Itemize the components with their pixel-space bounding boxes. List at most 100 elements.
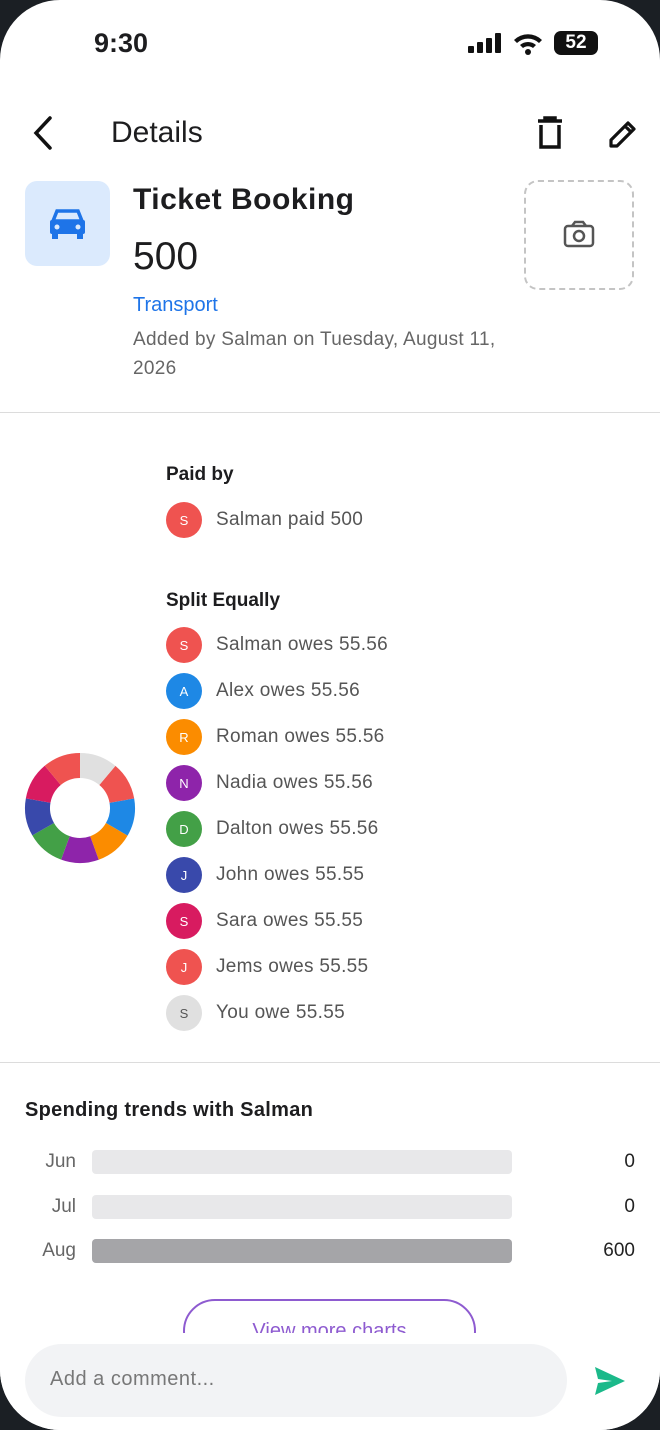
status-time: 9:30 — [94, 28, 149, 58]
row-text: Sara owes 55.55 — [216, 910, 363, 932]
row-text: Dalton owes 55.56 — [216, 818, 379, 840]
bar-track — [92, 1194, 512, 1219]
verb: owes — [268, 956, 314, 977]
month-label: Jul — [51, 1195, 76, 1217]
battery: 52 — [554, 31, 598, 55]
verb: owes — [264, 864, 310, 885]
row-text: You owe 55.55 — [216, 1002, 345, 1024]
donut-segment — [80, 753, 116, 786]
row-text: Nadia owes 55.56 — [216, 772, 373, 794]
verb: owes — [278, 818, 324, 839]
donut-segment — [105, 798, 135, 836]
amount: 55.56 — [323, 772, 373, 793]
donut-segment — [25, 798, 54, 836]
send-button[interactable] — [592, 1364, 628, 1398]
amount: 55.56 — [335, 726, 385, 747]
paid-row: S Salman paid 500 — [166, 502, 363, 538]
divider — [0, 412, 660, 413]
comment-placeholder: Add a comment... — [50, 1368, 215, 1390]
amount: 55.55 — [315, 864, 365, 885]
verb: owes — [272, 772, 319, 793]
avatar: A — [166, 673, 202, 709]
edit-button[interactable] — [606, 117, 640, 151]
photo-button[interactable] — [524, 180, 634, 290]
expense-title: Ticket Booking — [133, 183, 355, 216]
amount: 55.56 — [329, 818, 379, 839]
split-row: J Jems owes 55.55 — [166, 949, 368, 985]
avatar: S — [166, 995, 202, 1031]
bar-value: 600 — [603, 1240, 635, 1261]
split-row: R Roman owes 55.56 — [166, 719, 385, 755]
section-title: Split Equally — [166, 590, 281, 611]
row-text: John owes 55.55 — [216, 864, 364, 886]
category-icon — [25, 181, 110, 266]
person-name: Alex — [216, 680, 255, 701]
section-title: Spending trends with Salman — [25, 1099, 314, 1121]
section-title: Paid by — [166, 464, 234, 485]
split-row: D Dalton owes 55.56 — [166, 811, 379, 847]
split-row: S Sara owes 55.55 — [166, 903, 363, 939]
amount: 55.56 — [310, 680, 360, 701]
split-row: S You owe 55.55 — [166, 995, 345, 1031]
avatar: J — [166, 949, 202, 985]
row-text: Jems owes 55.55 — [216, 956, 368, 978]
battery-level: 52 — [565, 32, 587, 53]
button-label: View more charts — [252, 1319, 407, 1334]
person-name: You — [216, 1002, 249, 1023]
donut-segment — [25, 765, 61, 803]
avatar: S — [166, 903, 202, 939]
avatar: R — [166, 719, 202, 755]
split-row: A Alex owes 55.56 — [166, 673, 360, 709]
expense-category: Transport — [133, 294, 218, 316]
avatar: N — [166, 765, 202, 801]
view-more-button[interactable]: View more charts — [183, 1299, 476, 1333]
bar — [92, 1239, 512, 1263]
amount: 500 — [330, 509, 364, 530]
row-text: Salman paid 500 — [216, 509, 363, 531]
bar-track — [92, 1150, 512, 1174]
verb: paid — [287, 509, 325, 530]
amount: 55.55 — [295, 1002, 345, 1023]
person-name: Nadia — [216, 772, 268, 793]
person-name: John — [216, 864, 259, 885]
split-row: N Nadia owes 55.56 — [166, 765, 373, 801]
verb: owe — [254, 1002, 291, 1023]
person-name: Salman — [216, 634, 283, 655]
row-text: Salman owes 55.56 — [216, 634, 388, 656]
bar-value: 0 — [624, 1151, 635, 1172]
amount: 55.55 — [314, 910, 364, 931]
amount: 55.55 — [319, 956, 369, 977]
person-name: Roman — [216, 726, 279, 747]
amount: 55.56 — [338, 634, 389, 655]
donut-segment — [61, 836, 99, 863]
signal-icon — [468, 33, 501, 53]
split-row: S Salman owes 55.56 — [166, 627, 388, 663]
person-name: Dalton — [216, 818, 273, 839]
donut-segment — [90, 823, 128, 860]
row-text: Roman owes 55.56 — [216, 726, 385, 748]
person-name: Sara — [216, 910, 258, 931]
month-label: Jun — [45, 1151, 76, 1172]
back-button[interactable] — [28, 114, 58, 152]
comment-input[interactable]: Add a comment... — [25, 1344, 567, 1417]
month-label: Aug — [42, 1240, 76, 1261]
verb: owes — [284, 726, 330, 747]
verb: owes — [262, 910, 309, 931]
person-name: Salman — [216, 509, 283, 530]
donut-segment — [44, 752, 81, 785]
bar-value: 0 — [624, 1195, 635, 1217]
expense-amount: 500 — [133, 235, 199, 278]
divider — [0, 1062, 660, 1063]
donut-segment — [32, 822, 70, 860]
avatar: D — [166, 811, 202, 847]
verb: owes — [259, 680, 306, 701]
wifi-icon — [514, 34, 542, 55]
added-info: Added by Salman on Tuesday, August 11, 2… — [133, 329, 496, 379]
delete-button[interactable] — [535, 116, 565, 150]
split-row: J John owes 55.55 — [166, 857, 364, 893]
avatar: S — [166, 627, 202, 663]
donut-segment — [99, 765, 135, 803]
row-text: Alex owes 55.56 — [216, 680, 360, 702]
